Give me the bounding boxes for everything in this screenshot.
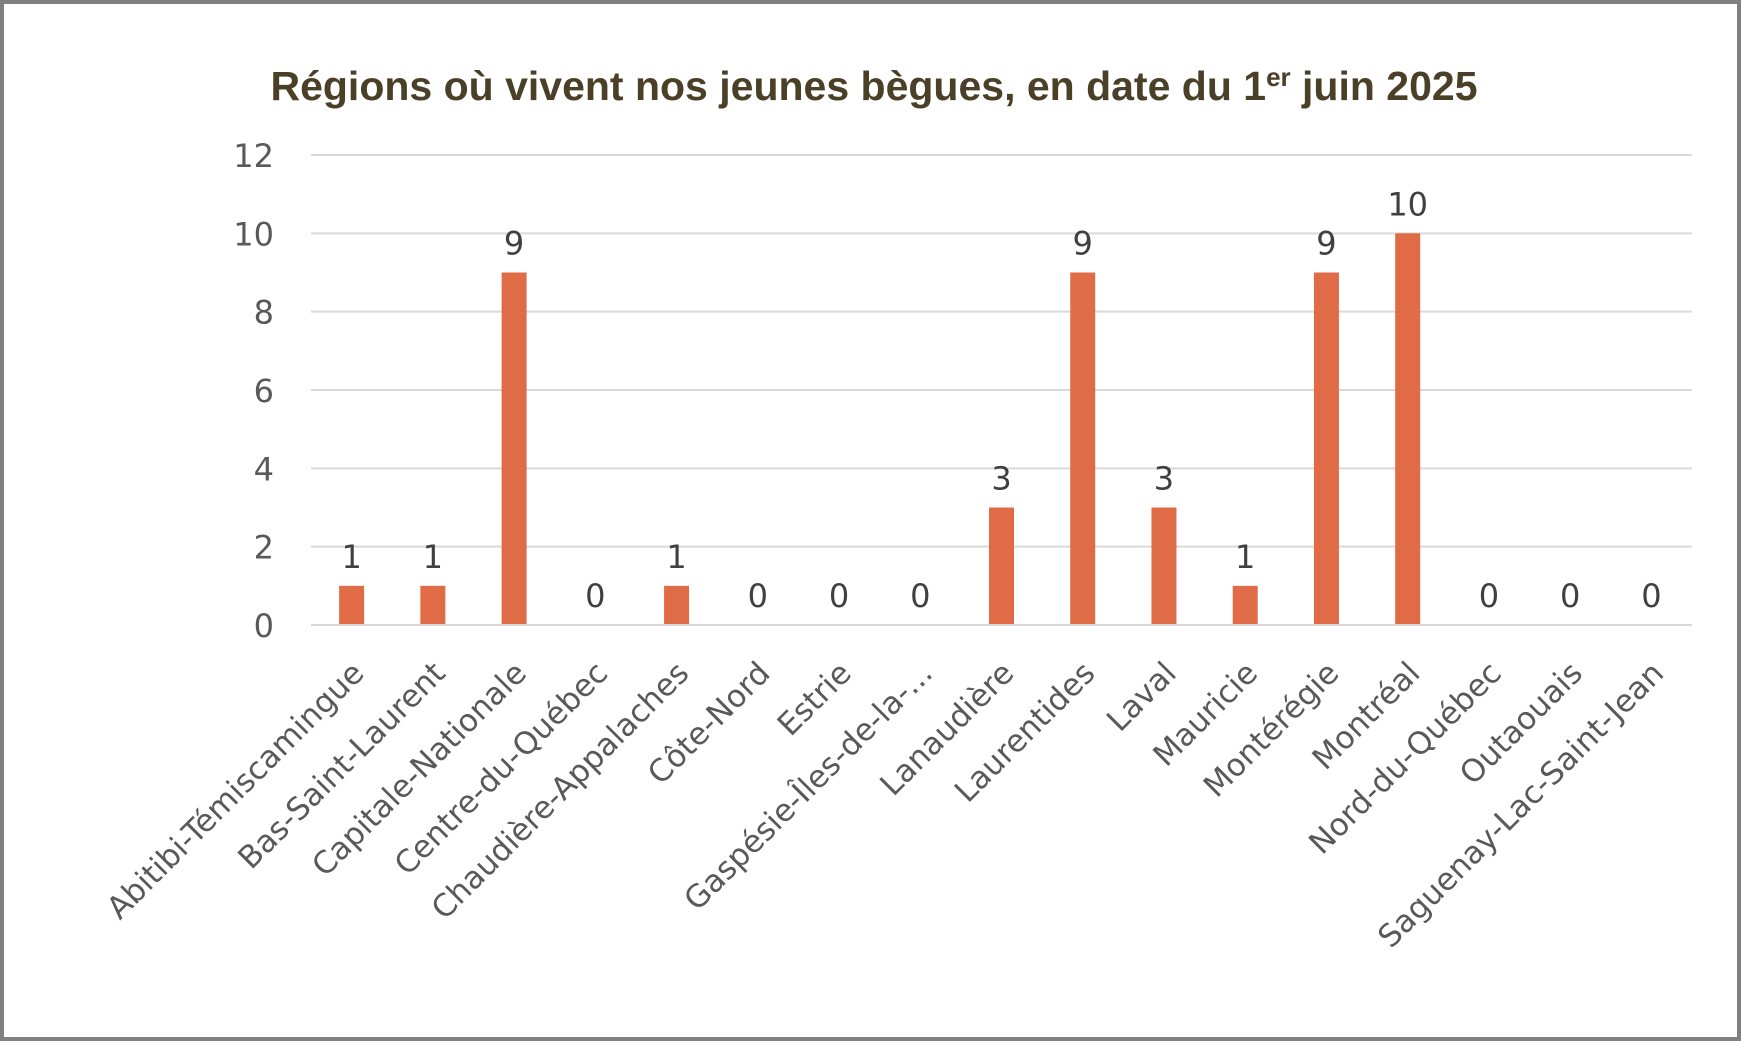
chart-title-main: Régions où vivent nos jeunes bègues, en … [270,63,1266,109]
bar [420,585,446,625]
y-axis-tick-labels: 0 2 4 6 8 10 12 [233,137,274,645]
bar [1395,233,1421,626]
data-label: 9 [1316,225,1336,263]
data-label: 0 [748,577,768,615]
bar-chart: Régions où vivent nos jeunes bègues, en … [100,62,1692,955]
data-label: 3 [991,460,1011,498]
bar [1313,272,1339,625]
bar [501,272,527,625]
y-tick-label: 10 [233,215,274,253]
bar [664,585,690,625]
data-label: 1 [666,538,686,576]
chart-title-superscript: er [1266,62,1291,92]
bar [1070,272,1096,625]
data-label: 1 [423,538,443,576]
data-label: 0 [829,577,849,615]
y-tick-label: 6 [254,372,274,410]
bar [339,585,365,625]
chart-title-suffix: juin 2025 [1291,63,1478,109]
y-tick-label: 8 [254,294,274,332]
y-tick-label: 2 [254,529,274,567]
data-label: 1 [1235,538,1255,576]
y-tick-label: 4 [254,450,274,488]
data-label: 1 [341,538,361,576]
bars [339,233,1421,626]
bar [1151,507,1177,625]
y-tick-label: 0 [254,607,274,645]
gridlines [311,154,1692,548]
bar [1232,585,1258,625]
category-label: Laurentides [948,655,1102,809]
bar [989,507,1014,625]
data-label: 10 [1387,185,1428,223]
data-label: 9 [504,225,524,263]
data-label: 0 [1479,577,1499,615]
data-label: 9 [1073,225,1093,263]
data-label: 0 [1641,577,1661,615]
data-label: 0 [910,577,930,615]
data-label: 0 [585,577,605,615]
x-axis-category-labels: Abitibi-TémiscamingueBas-Saint-LaurentCa… [100,655,1671,955]
data-label: 0 [1560,577,1580,615]
y-tick-label: 12 [233,137,274,175]
chart-title: Régions où vivent nos jeunes bègues, en … [270,62,1477,109]
data-label: 3 [1154,460,1174,498]
